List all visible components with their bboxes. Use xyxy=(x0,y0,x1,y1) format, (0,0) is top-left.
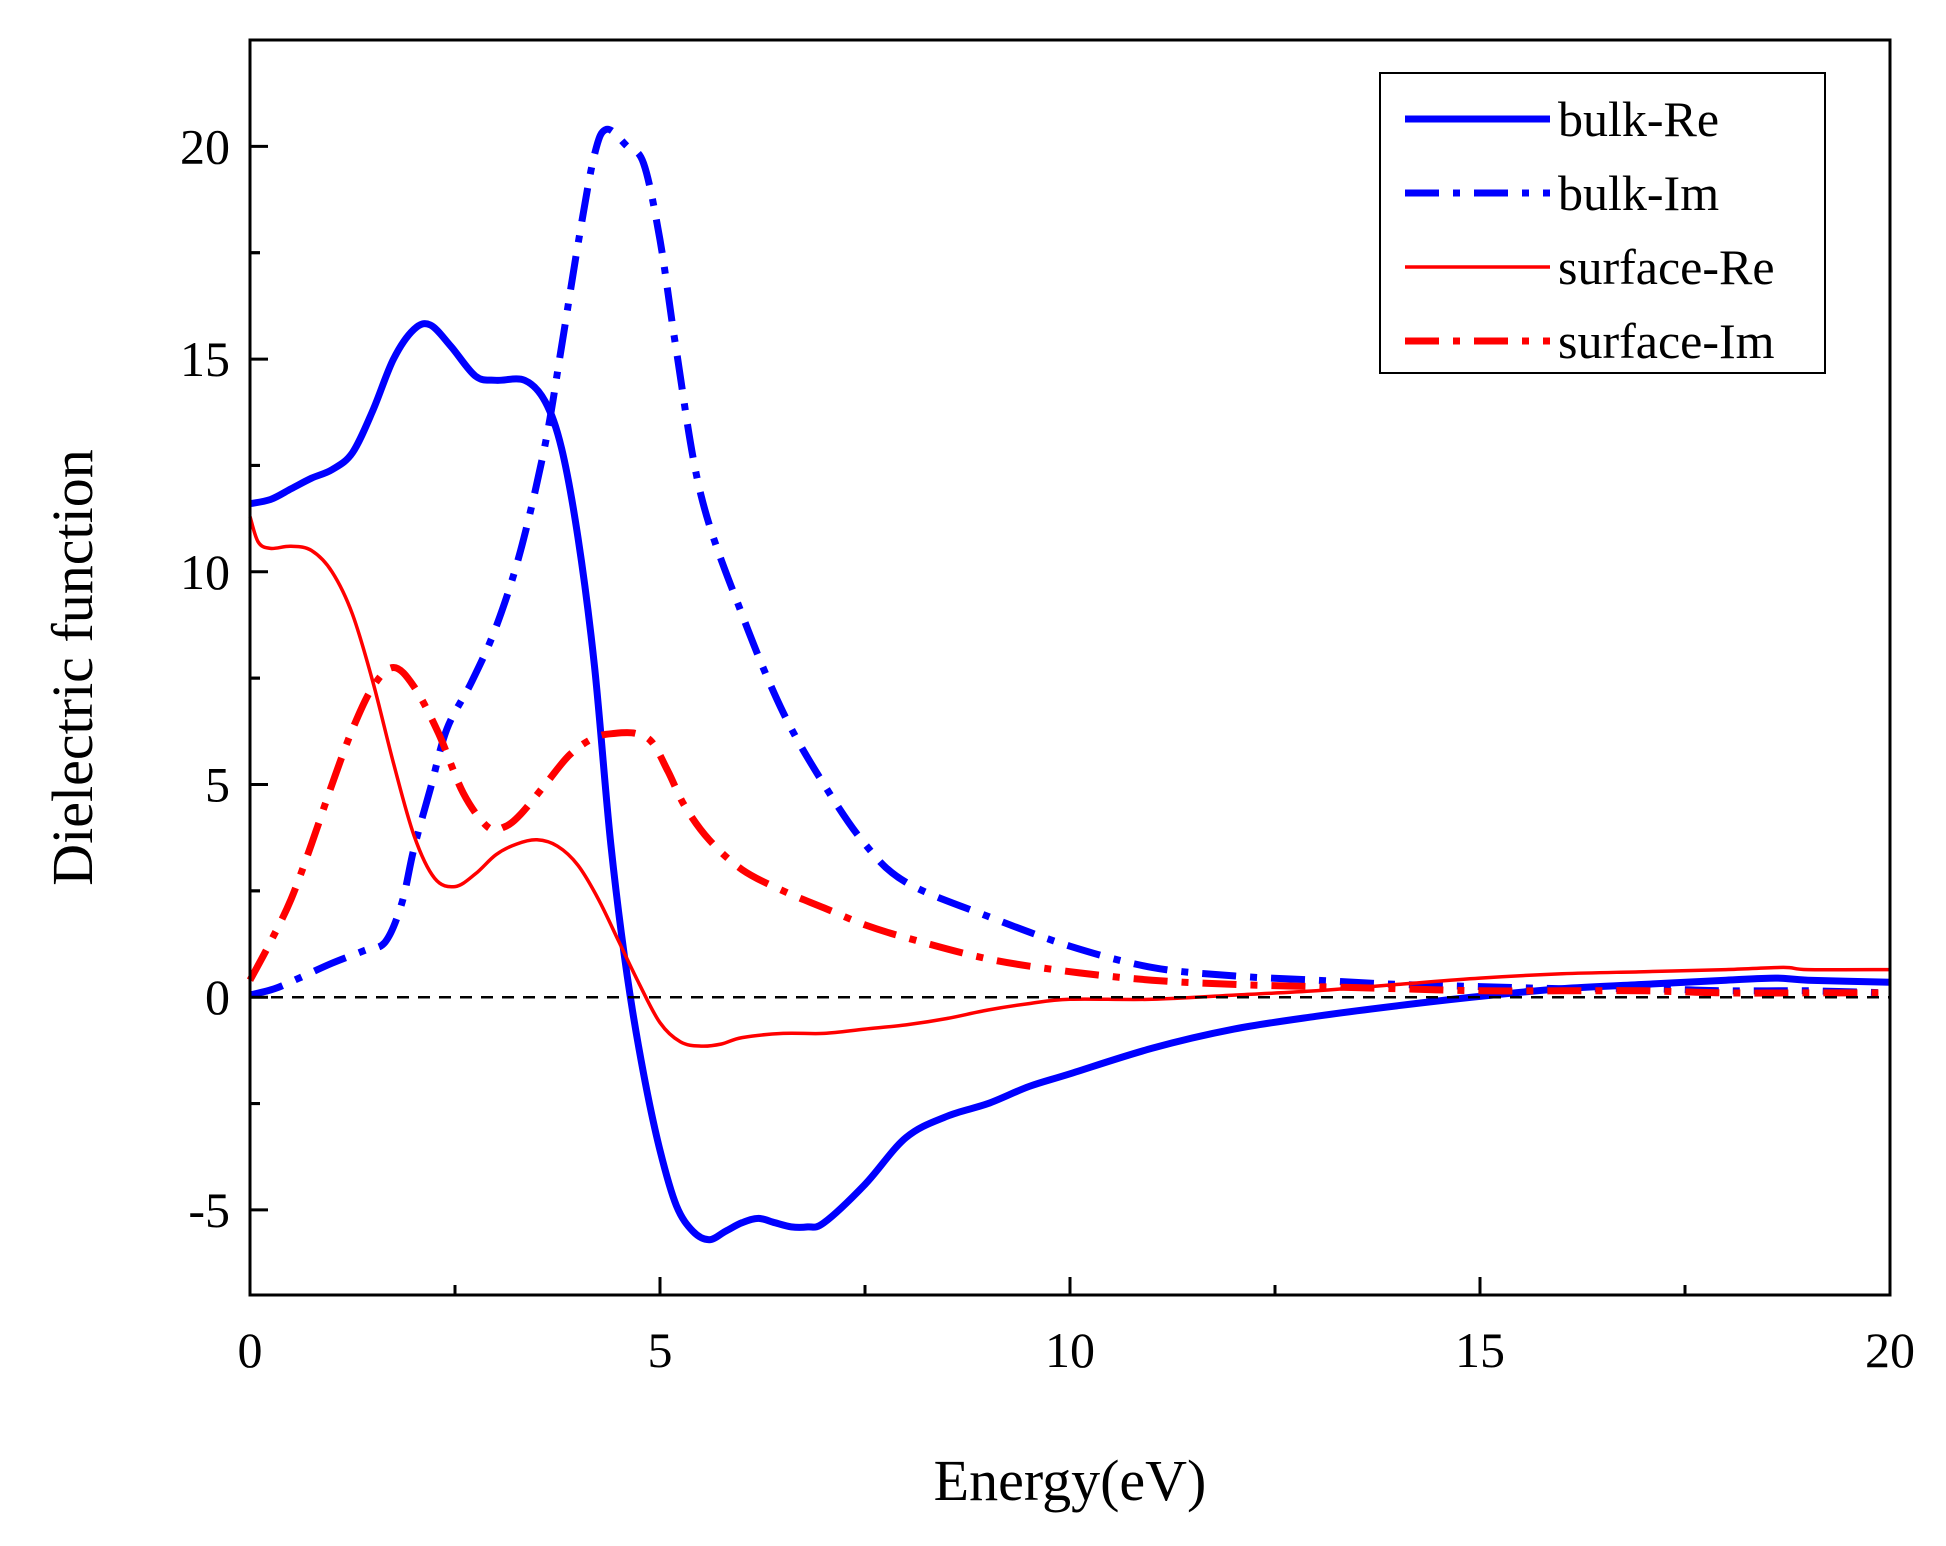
legend-label-bulk-re: bulk-Re xyxy=(1558,91,1719,147)
x-tick-label: 0 xyxy=(238,1322,263,1378)
y-tick-label: 0 xyxy=(205,969,230,1025)
legend-box xyxy=(1379,72,1826,374)
legend: bulk-Re bulk-Im surface-Re surface-Im xyxy=(1379,72,1826,374)
y-tick-label: 20 xyxy=(180,118,230,174)
series-layer xyxy=(246,125,1891,1244)
y-tick-label: 10 xyxy=(180,544,230,600)
legend-label-surface-re: surface-Re xyxy=(1558,239,1775,295)
x-tick-label: 20 xyxy=(1865,1322,1915,1378)
y-tick-label: -5 xyxy=(188,1182,230,1238)
x-tick-label: 15 xyxy=(1455,1322,1505,1378)
y-axis-title: Dielectric function xyxy=(40,449,105,885)
ticks-layer: 0 5 10 15 20 -5 0 5 10 15 20 xyxy=(180,118,1915,1378)
series-line-surface-im xyxy=(246,664,1891,997)
x-tick-label: 5 xyxy=(648,1322,673,1378)
x-tick-label: 10 xyxy=(1045,1322,1095,1378)
x-axis-title: Energy(eV) xyxy=(934,1448,1207,1513)
legend-label-bulk-im: bulk-Im xyxy=(1558,165,1719,221)
series-line-bulk-re xyxy=(249,320,1891,1244)
y-tick-label: 15 xyxy=(180,331,230,387)
series-line-surface-re xyxy=(248,515,1891,1048)
y-tick-label: 5 xyxy=(205,756,230,812)
legend-label-surface-im: surface-Im xyxy=(1558,313,1775,369)
